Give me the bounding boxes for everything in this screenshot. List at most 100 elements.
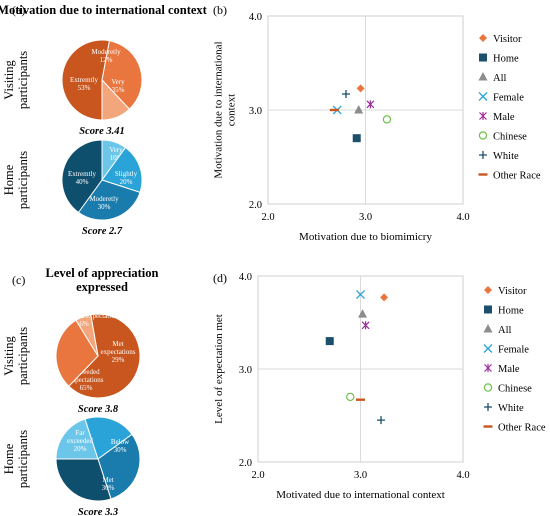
x-tick-b-2: 4.0 xyxy=(456,212,469,223)
y-tick-b-2: 4.0 xyxy=(249,12,262,23)
legend-label-b-4: Male xyxy=(493,112,515,123)
pie-c-0-slice-label-1: Met expectations 29% xyxy=(101,340,136,364)
panel-title-a: Motivation due to international context xyxy=(0,3,208,17)
point-d-visitor xyxy=(380,293,389,302)
legend-label-d-0: Visitor xyxy=(498,286,527,297)
pie-a-1-slice-label-2: Moderetly 30% xyxy=(89,195,119,211)
row-label-c-1: Homeparticipants xyxy=(2,430,30,488)
point-d-all xyxy=(358,309,368,318)
pie-a-1-slice-label-0: Very 10% xyxy=(109,146,123,162)
pie-c-1-slice-1 xyxy=(84,416,133,460)
pie-a-0-slice-2 xyxy=(101,78,131,121)
legend-label-b-3: Female xyxy=(493,93,524,104)
legend-label-b-5: Chinese xyxy=(493,132,527,143)
x-tick-b-1: 3.0 xyxy=(359,212,372,223)
point-b-male xyxy=(366,100,375,109)
y-tick-d-2: 4.0 xyxy=(239,272,252,283)
pie-c-1-slice-label-2: Below 30% xyxy=(111,438,130,454)
point-d-female xyxy=(356,290,365,300)
point-b-all xyxy=(354,105,364,114)
point-b-home xyxy=(352,134,361,143)
x-axis-title-d: Motivated due to international context xyxy=(276,489,445,501)
point-d-other-race xyxy=(356,398,365,401)
legend-marker-b-2 xyxy=(478,72,488,81)
legend-label-b-2: All xyxy=(493,73,507,84)
point-b-white xyxy=(342,90,350,99)
pie-c-1-slice-label-3: Met 30% xyxy=(102,476,115,492)
legend-marker-b-3 xyxy=(478,92,488,101)
legend-label-d-4: Male xyxy=(498,364,520,375)
legend-label-d-1: Home xyxy=(498,306,524,317)
y-tick-b-1: 3.0 xyxy=(249,106,262,117)
point-b-other-race xyxy=(329,108,339,112)
point-d-home xyxy=(325,337,334,346)
legend-label-b-7: Other Race xyxy=(493,171,541,182)
row-label-c-0: Visitingparticipants xyxy=(2,327,30,385)
pie-panel-c: (c) Level of appreciation expressed Visitin… xyxy=(2,266,159,516)
legend-label-b-1: Home xyxy=(493,54,519,65)
y-tick-b-0: 2.0 xyxy=(249,200,262,211)
legend-marker-d-6 xyxy=(484,403,492,411)
pie-a-1-slice-2 xyxy=(77,179,141,221)
scatter-panel-b: (b) 2.0 3.0 4.0 2.0 3.0 4.0 Motivation due to b… xyxy=(213,3,541,243)
legend-marker-b-4 xyxy=(479,112,487,120)
pie-c-0-slice-label-0: Exceeded expectations 65% xyxy=(69,368,104,392)
legend-marker-d-7 xyxy=(483,425,493,428)
pie-c-0-slice-0 xyxy=(68,313,141,399)
pie-a-1-slice-label-3: Extremtly 40% xyxy=(68,170,96,186)
legend-marker-d-2 xyxy=(483,324,493,333)
panel-title-c: Level of appreciation expressed xyxy=(46,266,159,294)
row-label-a-0: Visitingparticipants xyxy=(2,51,30,109)
legend-marker-d-0 xyxy=(484,286,492,294)
pie-a-0-slice-label-0: Extremtly 53% xyxy=(70,76,98,92)
pie-c-0-slice-1 xyxy=(55,319,99,387)
legend-label-b-6: White xyxy=(493,151,519,162)
pie-a-0-slice-1 xyxy=(101,40,143,110)
legend-marker-d-1 xyxy=(484,305,492,314)
legend-label-b-0: Visitor xyxy=(493,34,522,45)
y-axis-title-d: Level of expectation met xyxy=(213,314,225,424)
x-tick-d-0: 2.0 xyxy=(251,470,264,481)
legend-marker-b-7 xyxy=(478,173,488,176)
pie-a-1-slice-label-1: Slightly 20% xyxy=(115,170,138,186)
legend-marker-d-4 xyxy=(484,364,492,372)
score-a-0: Score 3.41 xyxy=(79,126,125,137)
legend-marker-b-5 xyxy=(478,131,488,140)
point-d-chinese xyxy=(346,392,355,402)
point-b-visitor xyxy=(356,84,365,93)
y-tick-d-0: 2.0 xyxy=(239,458,252,469)
x-tick-d-2: 4.0 xyxy=(456,470,469,481)
panel-label-b: (b) xyxy=(213,3,227,17)
pie-panel-a: (a)Motivation due to international conte… xyxy=(0,3,208,237)
legend-marker-d-3 xyxy=(483,344,493,353)
legend-label-d-6: White xyxy=(498,403,524,414)
pie-a-1-slice-3 xyxy=(61,139,103,214)
legend-label-d-5: Chinese xyxy=(498,384,532,395)
legend-label-d-2: All xyxy=(498,325,512,336)
x-tick-b-0: 2.0 xyxy=(261,212,274,223)
y-axis-title-b: Motivation due to internationalcontext xyxy=(213,41,238,178)
point-d-white xyxy=(377,416,385,425)
legend-marker-b-6 xyxy=(479,151,487,159)
pie-c-0-slice-label-2: Far exceeded expectations 6% xyxy=(47,312,121,328)
pie-c-1-slice-3 xyxy=(55,458,112,502)
pie-c-1-slice-0 xyxy=(55,418,99,460)
pie-c-0-slice-2 xyxy=(75,314,99,357)
panel-label-d: (d) xyxy=(213,271,227,285)
panel-label-c: (c) xyxy=(12,273,25,287)
x-axis-title-b: Motivation due to biomimicry xyxy=(299,231,432,243)
legend-label-d-7: Other Race xyxy=(498,423,546,434)
y-tick-d-1: 3.0 xyxy=(239,365,252,376)
legend-label-d-3: Female xyxy=(498,345,529,356)
x-tick-d-1: 3.0 xyxy=(354,470,367,481)
pie-c-1-slice-label-1: Far exceeded 20% xyxy=(67,429,94,453)
score-c-0: Score 3.8 xyxy=(78,404,119,415)
panel-label-a: (a) xyxy=(12,3,25,17)
legend-marker-d-5 xyxy=(483,383,493,392)
pie-a-0-slice-label-1: Very 35% xyxy=(111,78,125,94)
point-b-chinese xyxy=(382,115,392,124)
pie-a-0-slice-label-2: Moderetly 12% xyxy=(91,48,121,64)
pie-a-0-slice-0 xyxy=(61,39,111,121)
row-label-a-1: Homeparticipants xyxy=(2,151,30,209)
